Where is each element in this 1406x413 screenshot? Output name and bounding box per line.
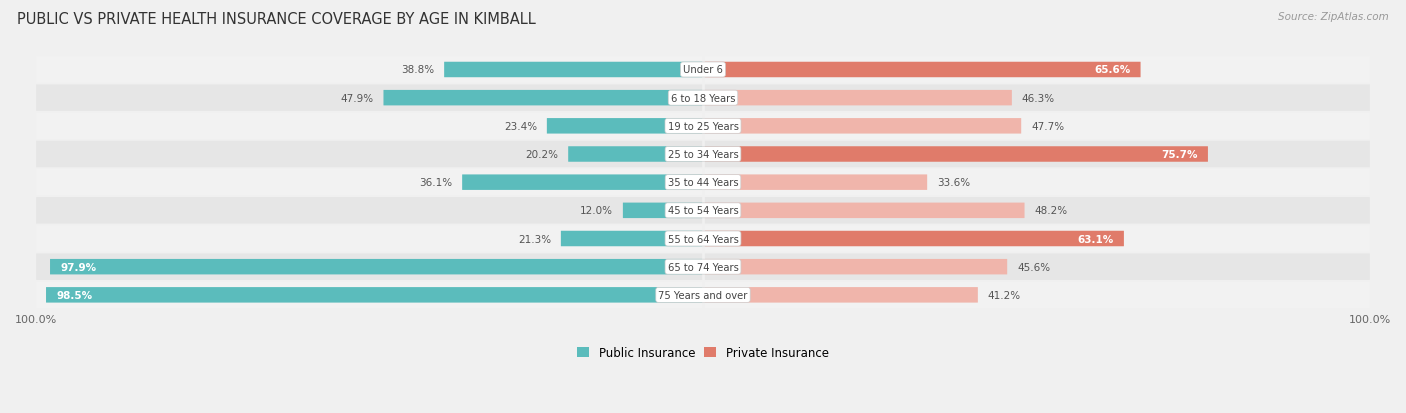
- Text: 48.2%: 48.2%: [1035, 206, 1067, 216]
- FancyBboxPatch shape: [703, 147, 1208, 162]
- FancyBboxPatch shape: [444, 63, 703, 78]
- Text: 47.9%: 47.9%: [340, 93, 374, 103]
- Text: 36.1%: 36.1%: [419, 178, 453, 188]
- FancyBboxPatch shape: [568, 147, 703, 162]
- FancyBboxPatch shape: [37, 226, 1369, 252]
- FancyBboxPatch shape: [37, 197, 1369, 224]
- FancyBboxPatch shape: [561, 231, 703, 247]
- Text: 75.7%: 75.7%: [1161, 150, 1198, 159]
- Text: Under 6: Under 6: [683, 65, 723, 75]
- FancyBboxPatch shape: [703, 91, 1012, 106]
- FancyBboxPatch shape: [51, 259, 703, 275]
- Text: 46.3%: 46.3%: [1022, 93, 1054, 103]
- FancyBboxPatch shape: [703, 259, 1007, 275]
- Legend: Public Insurance, Private Insurance: Public Insurance, Private Insurance: [578, 346, 828, 359]
- Text: 33.6%: 33.6%: [936, 178, 970, 188]
- Text: 25 to 34 Years: 25 to 34 Years: [668, 150, 738, 159]
- Text: 47.7%: 47.7%: [1031, 121, 1064, 131]
- FancyBboxPatch shape: [703, 63, 1140, 78]
- Text: 38.8%: 38.8%: [401, 65, 434, 75]
- Text: 12.0%: 12.0%: [579, 206, 613, 216]
- FancyBboxPatch shape: [37, 169, 1369, 196]
- FancyBboxPatch shape: [37, 113, 1369, 140]
- FancyBboxPatch shape: [703, 203, 1025, 218]
- Text: 65.6%: 65.6%: [1094, 65, 1130, 75]
- FancyBboxPatch shape: [463, 175, 703, 190]
- Text: Source: ZipAtlas.com: Source: ZipAtlas.com: [1278, 12, 1389, 22]
- Text: 21.3%: 21.3%: [517, 234, 551, 244]
- Text: 6 to 18 Years: 6 to 18 Years: [671, 93, 735, 103]
- Text: PUBLIC VS PRIVATE HEALTH INSURANCE COVERAGE BY AGE IN KIMBALL: PUBLIC VS PRIVATE HEALTH INSURANCE COVER…: [17, 12, 536, 27]
- FancyBboxPatch shape: [37, 85, 1369, 112]
- FancyBboxPatch shape: [623, 203, 703, 218]
- FancyBboxPatch shape: [37, 254, 1369, 280]
- FancyBboxPatch shape: [384, 91, 703, 106]
- FancyBboxPatch shape: [46, 287, 703, 303]
- FancyBboxPatch shape: [703, 119, 1021, 134]
- Text: 97.9%: 97.9%: [60, 262, 96, 272]
- FancyBboxPatch shape: [703, 231, 1123, 247]
- Text: 45 to 54 Years: 45 to 54 Years: [668, 206, 738, 216]
- Text: 35 to 44 Years: 35 to 44 Years: [668, 178, 738, 188]
- Text: 45.6%: 45.6%: [1017, 262, 1050, 272]
- Text: 55 to 64 Years: 55 to 64 Years: [668, 234, 738, 244]
- FancyBboxPatch shape: [37, 141, 1369, 168]
- FancyBboxPatch shape: [37, 282, 1369, 309]
- Text: 75 Years and over: 75 Years and over: [658, 290, 748, 300]
- FancyBboxPatch shape: [703, 287, 977, 303]
- Text: 23.4%: 23.4%: [503, 121, 537, 131]
- Text: 41.2%: 41.2%: [988, 290, 1021, 300]
- Text: 63.1%: 63.1%: [1077, 234, 1114, 244]
- Text: 98.5%: 98.5%: [56, 290, 93, 300]
- Text: 19 to 25 Years: 19 to 25 Years: [668, 121, 738, 131]
- FancyBboxPatch shape: [547, 119, 703, 134]
- Text: 20.2%: 20.2%: [526, 150, 558, 159]
- Text: 65 to 74 Years: 65 to 74 Years: [668, 262, 738, 272]
- FancyBboxPatch shape: [703, 175, 927, 190]
- FancyBboxPatch shape: [37, 57, 1369, 83]
